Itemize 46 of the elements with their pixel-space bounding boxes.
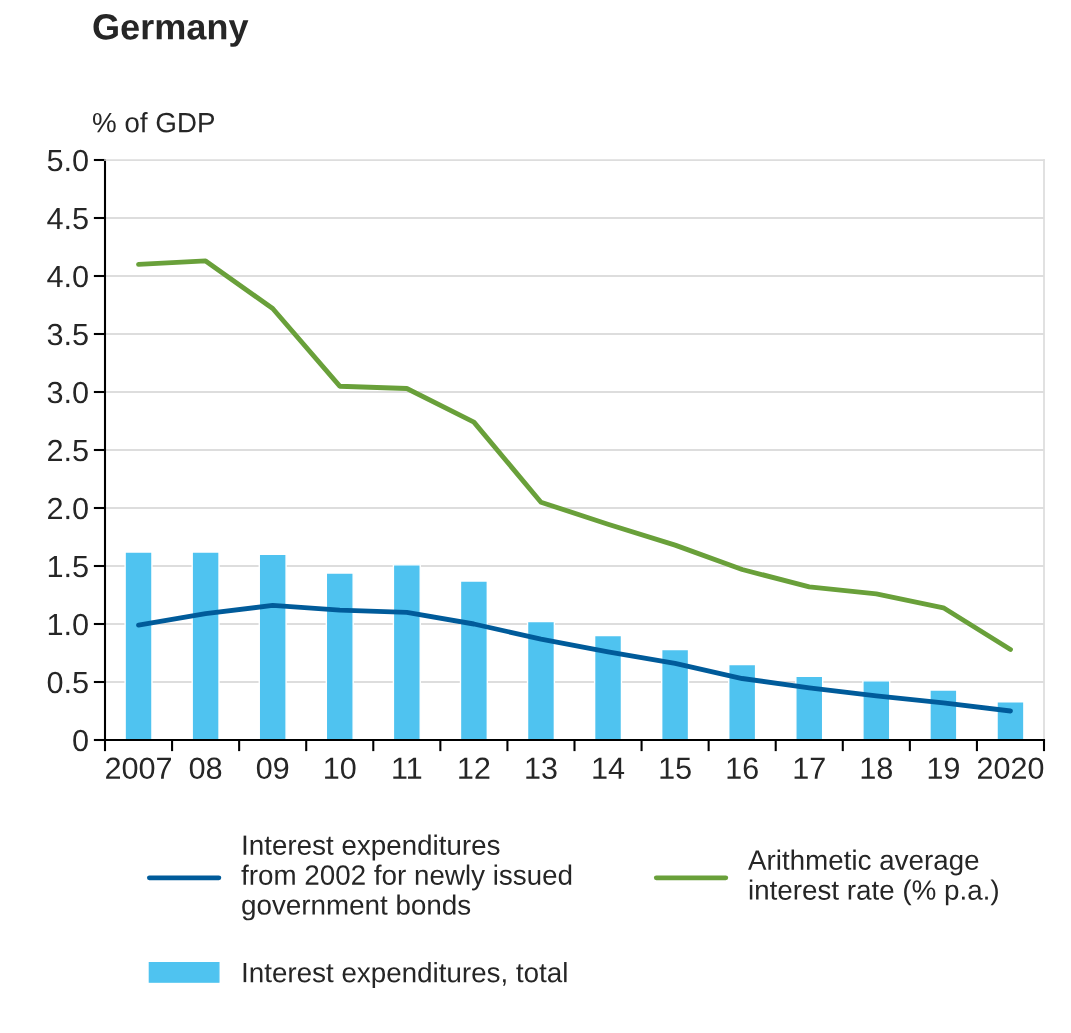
x-tick-label: 17 <box>794 757 825 779</box>
x-tick-label: 15 <box>660 757 691 780</box>
bar <box>459 580 489 740</box>
y-tick-label: 4.5 <box>47 208 88 230</box>
x-tick-label: 2020 <box>978 757 1044 780</box>
x-tick-label: 13 <box>526 757 557 780</box>
x-tick-label: 16 <box>727 757 758 780</box>
line-series <box>136 258 1013 652</box>
y-tick-label: 3.5 <box>47 323 88 346</box>
x-tick-label: 14 <box>593 757 625 779</box>
legend-label: Arithmetic average interest rate (% p.a.) <box>748 849 998 906</box>
bar <box>996 701 1025 740</box>
bar <box>795 675 824 740</box>
bar <box>258 553 287 740</box>
bar <box>593 634 623 740</box>
y-tick-label: 0 <box>73 729 88 752</box>
bar <box>191 551 220 740</box>
y-axis-title: % of GDP <box>92 112 215 133</box>
x-tick-label: 18 <box>861 757 892 780</box>
x-tick-label: 2007 <box>106 757 171 780</box>
legend-label: Interest expenditures from 2002 for newly issued government bonds <box>241 834 572 921</box>
x-tick-label: 09 <box>256 757 289 780</box>
y-tick-label: 2.0 <box>48 497 88 520</box>
x-tick-label: 10 <box>325 757 356 780</box>
bar <box>124 551 153 740</box>
bar <box>862 680 891 740</box>
bar <box>728 663 757 740</box>
bar <box>660 648 690 740</box>
bar <box>526 620 556 740</box>
y-tick-label: 4.0 <box>47 265 88 288</box>
bar <box>929 689 958 740</box>
y-tick-label: 2.5 <box>48 439 88 462</box>
bar <box>392 564 421 740</box>
y-tick-label: 5.0 <box>47 149 88 172</box>
x-tick-label: 12 <box>459 757 490 779</box>
legend-label: Interest expenditures, total <box>243 962 567 988</box>
line-series <box>136 603 1013 714</box>
y-tick-label: 1.5 <box>48 556 88 578</box>
x-tick-label: 11 <box>393 757 422 779</box>
y-tick-label: 3.0 <box>47 381 88 404</box>
x-tick-label: 19 <box>928 757 959 780</box>
chart-title: Germany <box>93 14 249 47</box>
y-tick-label: 0.5 <box>47 671 88 694</box>
y-tick-label: 1.0 <box>48 613 88 636</box>
bar <box>325 572 354 740</box>
x-tick-label: 08 <box>189 757 222 780</box>
